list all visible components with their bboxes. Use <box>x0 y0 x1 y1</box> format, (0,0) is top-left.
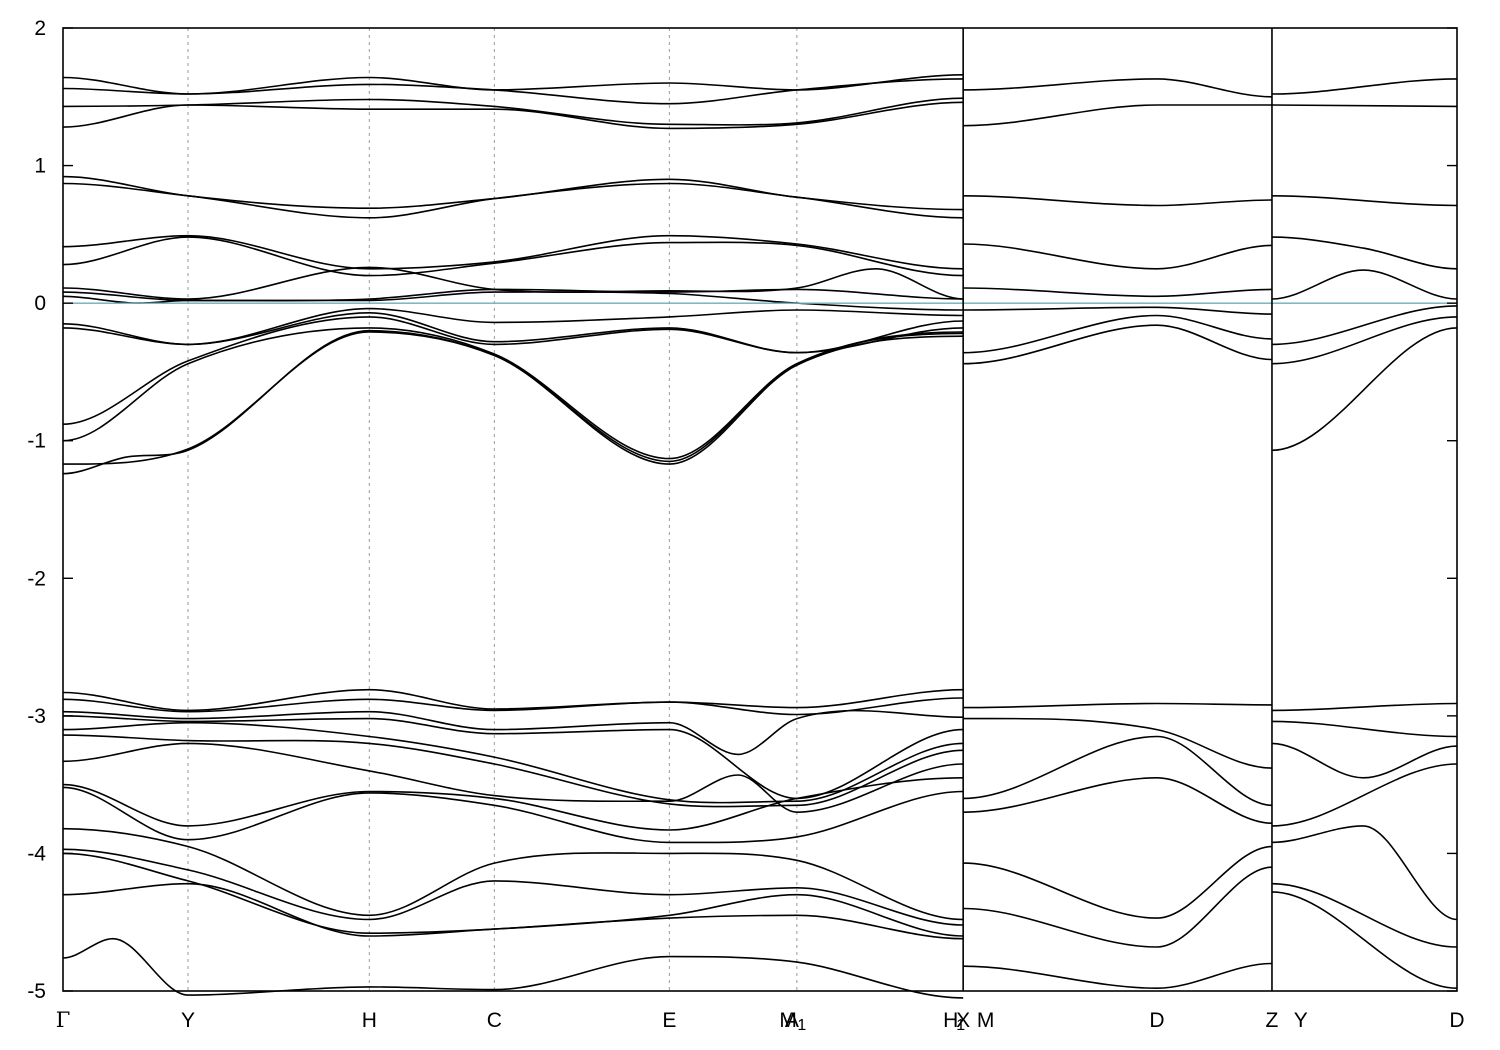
x-tick-subscript: 1 <box>797 1017 806 1034</box>
band-21 <box>62 721 964 804</box>
band-43 <box>963 845 1273 919</box>
band-60 <box>1271 891 1458 989</box>
band-25 <box>62 786 964 844</box>
band-33 <box>963 195 1273 207</box>
plot-frame <box>62 27 1458 992</box>
x-tick-subscript: 1 <box>956 1017 965 1034</box>
band-59 <box>1271 882 1458 948</box>
band-37 <box>963 314 1273 354</box>
band-45 <box>963 962 1273 990</box>
band-3 <box>62 101 964 130</box>
band-48 <box>1271 195 1458 207</box>
band-47 <box>1271 104 1458 108</box>
x-tick-label: D <box>1149 1009 1164 1032</box>
band-58 <box>1271 825 1458 921</box>
band-29 <box>62 882 964 940</box>
band-14 <box>62 327 964 460</box>
x-tick-label: M <box>977 1009 995 1032</box>
band-24 <box>62 777 964 831</box>
segment-break-lines <box>962 28 1273 991</box>
x-tick-label: D <box>1449 1009 1464 1032</box>
band-31 <box>963 78 1273 98</box>
band-18 <box>62 697 964 716</box>
y-tick-label: 2 <box>34 17 46 40</box>
band-12 <box>62 311 964 354</box>
band-1 <box>62 78 964 105</box>
y-tick-label: 1 <box>34 155 46 178</box>
band-28 <box>62 852 964 937</box>
band-8 <box>62 266 964 300</box>
band-57 <box>1271 763 1458 827</box>
y-tick-label: -3 <box>27 705 46 728</box>
band-32 <box>963 104 1272 127</box>
y-tick-label: -2 <box>27 567 46 590</box>
x-tick-label: E <box>662 1009 676 1032</box>
band-49 <box>1271 236 1458 270</box>
x-axis-ticks: Γ Y H C E MA1 H1X M D Z Y D <box>56 1008 1465 1034</box>
band-27 <box>62 848 964 926</box>
band-52 <box>1271 316 1458 365</box>
band-41 <box>963 735 1273 807</box>
band-19 <box>62 709 964 756</box>
x-tick-label: H <box>943 1009 958 1032</box>
band-35 <box>963 287 1273 298</box>
band-55 <box>1271 720 1458 738</box>
band-51 <box>1271 305 1458 346</box>
band-17 <box>62 688 964 712</box>
band-56 <box>1271 742 1458 779</box>
x-tick-label: Z <box>1266 1009 1279 1032</box>
band-38 <box>963 324 1273 365</box>
band-53 <box>1271 327 1458 452</box>
band-26 <box>62 827 964 921</box>
x-tick-label: C <box>487 1009 502 1032</box>
band-34 <box>963 243 1273 270</box>
x-tick-label: X <box>956 1009 970 1032</box>
x-tick-label: Γ <box>56 1008 71 1032</box>
band-36 <box>963 306 1273 315</box>
band-46 <box>1271 78 1458 95</box>
x-tick-label: M <box>779 1009 797 1032</box>
y-tick-label: 0 <box>34 292 46 315</box>
band-7 <box>62 236 964 277</box>
band-39 <box>963 702 1273 709</box>
band-30 <box>62 937 964 999</box>
y-tick-label: -4 <box>27 842 46 865</box>
y-tick-label: -1 <box>27 430 46 453</box>
kpoint-gridlines <box>187 28 798 991</box>
band-20 <box>62 715 964 800</box>
x-tick-label: A <box>785 1009 799 1032</box>
band-16 <box>62 329 964 475</box>
band-13 <box>62 316 964 425</box>
band-5 <box>62 182 964 219</box>
band-4 <box>62 175 964 211</box>
band-54 <box>1271 702 1458 712</box>
y-axis-ticks: 2 1 0 -1 -2 -3 -4 -5 <box>27 17 1457 1003</box>
band-22 <box>62 734 964 808</box>
band-10 <box>62 291 964 311</box>
x-tick-label: Y <box>1294 1009 1308 1032</box>
y-tick-label: -5 <box>27 980 46 1003</box>
band-50 <box>1271 269 1458 300</box>
x-tick-label: Y <box>181 1009 195 1032</box>
band-44 <box>963 866 1273 948</box>
band-23 <box>62 742 964 814</box>
band-40 <box>963 717 1273 769</box>
band-11 <box>62 307 964 346</box>
x-tick-label: H <box>362 1009 377 1032</box>
band-6 <box>62 234 964 270</box>
band-lines <box>62 74 1458 999</box>
band-42 <box>963 776 1273 824</box>
